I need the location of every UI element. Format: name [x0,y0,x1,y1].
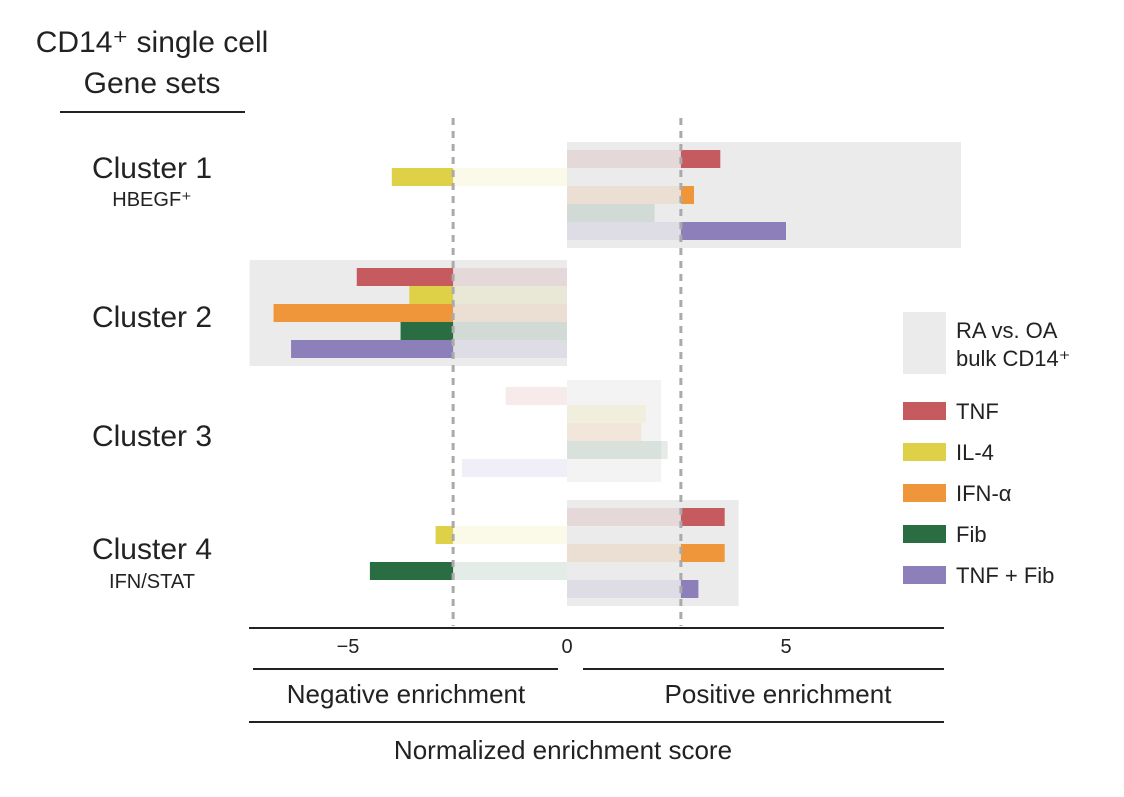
bar [567,508,725,526]
bar-faded-segment [453,304,567,322]
bar-faded-segment [453,526,567,544]
bar-faded-segment [453,286,567,304]
bar-solid-segment [680,186,695,204]
bar-solid-segment [291,340,454,358]
bar [567,150,721,168]
bar-solid-segment [400,322,454,340]
negative-enrichment-label: Negative enrichment [287,679,526,709]
bar [567,405,646,423]
bar-faded-segment [567,423,642,441]
bar-faded-segment [453,268,567,286]
x-tick-label: −5 [337,636,360,658]
bar-faded-segment [567,441,668,459]
x-tick-label: 5 [780,636,791,658]
legend: RA vs. OA bulk CD14⁺ TNF IL-4 IFN-α Fib TNF … [903,312,1070,588]
bar [567,186,695,204]
bar-solid-segment [680,222,786,240]
cluster-label: Cluster 2 [92,301,212,334]
cluster-3-background [567,380,662,482]
bar [369,562,567,580]
legend-label: Fib [956,522,987,547]
legend-series: TNF IL-4 IFN-α Fib TNF + Fib [903,399,1054,588]
bar [273,304,567,322]
bar-solid-segment [391,168,454,186]
positive-enrichment-label: Positive enrichment [665,679,893,709]
bar-solid-segment [409,286,454,304]
threshold-lines [451,118,683,626]
bar-solid-segment [435,526,454,544]
bar-faded-segment [567,405,646,423]
bar [400,322,567,340]
legend-label: IFN-α [956,481,1012,506]
bar [435,526,567,544]
bar-faded-segment [567,544,681,562]
bar [567,204,655,222]
cluster-label: Cluster 4 [92,533,212,566]
bar-solid-segment [680,580,699,598]
bar [356,268,567,286]
x-axis: −5 0 5 Negative enrichment Positive enrich… [249,627,944,765]
bar-faded-segment [505,387,567,405]
bar-faded-segment [567,204,655,222]
cluster-label: Cluster 3 [92,420,212,453]
bar-faded-segment [453,340,567,358]
bar-faded-segment [567,580,681,598]
bar [409,286,567,304]
bar [461,459,567,477]
legend-label: IL-4 [956,440,994,465]
bar-faded-segment [567,508,681,526]
bar-faded-segment [453,322,567,340]
x-tick-label: 0 [561,636,572,658]
bar-solid-segment [680,544,725,562]
legend-label: TNF [956,399,999,424]
cluster-label: Cluster 1 [92,152,212,185]
bar-solid-segment [273,304,454,322]
bar [567,222,786,240]
cluster-sublabel: HBEGF⁺ [112,189,191,211]
bar [505,387,567,405]
legend-bulk-label-line1: RA vs. OA [956,318,1058,343]
bar-faded-segment [567,222,681,240]
bar-solid-segment [369,562,454,580]
bar-faded-segment [567,150,681,168]
bar-solid-segment [680,508,725,526]
bar [567,441,668,459]
legend-swatch [903,566,946,584]
bar-faded-segment [453,168,567,186]
bars-layer [273,150,786,598]
legend-bulk-label-line2: bulk CD14⁺ [956,346,1070,371]
bar [567,544,725,562]
bar-solid-segment [356,268,454,286]
legend-swatch [903,402,946,420]
bar-faded-segment [567,186,681,204]
bar [291,340,567,358]
bar-faded-segment [453,562,567,580]
chart-subtitle: Gene sets [84,67,221,100]
legend-bulk-swatch [903,312,946,374]
legend-swatch [903,484,946,502]
bar [567,423,642,441]
bar [391,168,567,186]
x-axis-label: Normalized enrichment score [394,735,732,765]
bar-solid-segment [680,150,721,168]
cluster-sublabel: IFN/STAT [109,571,195,593]
chart-title: CD14⁺ single cell [36,26,269,59]
legend-swatch [903,525,946,543]
x-ticks: −5 0 5 [337,636,792,658]
legend-label: TNF + Fib [956,563,1054,588]
bar [567,580,699,598]
cluster-labels: Cluster 1 HBEGF⁺ Cluster 2 Cluster 3 Cluster… [92,152,212,593]
legend-swatch [903,443,946,461]
bar-faded-segment [461,459,567,477]
